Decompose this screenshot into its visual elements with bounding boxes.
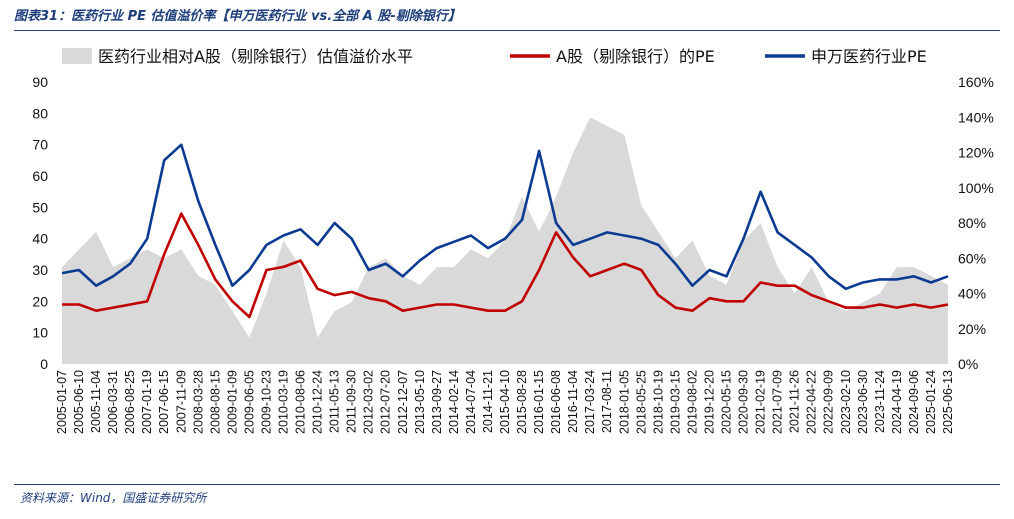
x-tick-label: 2023-11-24	[873, 370, 887, 433]
x-tick-label: 2015-08-28	[515, 370, 529, 434]
x-tick-label: 2016-11-04	[566, 370, 580, 433]
x-tick-label: 2009-10-23	[259, 370, 273, 434]
x-tick-label: 2011-05-13	[328, 370, 342, 433]
right-tick-label: 140%	[958, 109, 994, 125]
x-tick-label: 2010-08-06	[294, 370, 308, 434]
figure-title: 图表31：医药行业 PE 估值溢价率【申万医药行业 vs.全部 A 股-剔除银行…	[14, 9, 461, 24]
x-tick-label: 2019-03-15	[668, 370, 682, 434]
x-tick-label: 2021-07-09	[771, 370, 785, 434]
figure-source: 资料来源：Wind，国盛证券研究所	[20, 491, 207, 505]
x-tick-label: 2023-02-10	[839, 370, 853, 434]
x-tick-label: 2018-01-05	[617, 370, 631, 434]
x-tick-label: 2022-09-09	[822, 370, 836, 434]
x-tick-label: 2010-03-19	[277, 370, 291, 434]
source-rule	[14, 484, 1000, 485]
x-tick-label: 2020-05-15	[720, 370, 734, 434]
x-tick-label: 2024-04-19	[890, 370, 904, 434]
right-tick-label: 80%	[958, 215, 986, 231]
x-tick-label: 2018-10-19	[651, 370, 665, 434]
x-tick-label: 2020-09-30	[737, 370, 751, 434]
left-axis-ticks: 0 10 20 30 40 50 60 70 80 90	[32, 74, 48, 372]
x-tick-label: 2022-04-22	[805, 370, 819, 434]
x-tick-label: 2012-03-02	[362, 370, 376, 434]
legend-label: 申万医药行业PE	[811, 47, 927, 66]
left-tick-label: 0	[40, 356, 48, 372]
right-tick-label: 100%	[958, 180, 994, 196]
x-tick-label: 2014-02-14	[447, 370, 461, 434]
x-tick-label: 2016-06-08	[549, 370, 563, 434]
x-tick-label: 2012-07-20	[379, 370, 393, 434]
left-tick-label: 90	[32, 74, 48, 90]
x-tick-label: 2009-01-09	[225, 370, 239, 434]
legend: 医药行业相对A股（剔除银行）估值溢价水平 A股（剔除银行）的PE 申万医药行业PE	[62, 47, 927, 66]
left-tick-label: 30	[32, 262, 48, 278]
x-tick-label: 2014-11-21	[481, 370, 495, 433]
left-tick-label: 40	[32, 231, 48, 247]
x-axis-ticks: 2005-01-07 2005-06-10 2005-11-04 2006-03-31…	[55, 370, 955, 434]
right-tick-label: 120%	[958, 145, 994, 161]
x-tick-label: 2007-11-09	[174, 370, 188, 433]
x-tick-label: 2025-01-24	[924, 370, 938, 434]
x-tick-label: 2010-12-24	[311, 370, 325, 434]
x-tick-label: 2023-06-30	[856, 370, 870, 434]
x-tick-label: 2019-08-02	[685, 370, 699, 434]
x-tick-label: 2005-01-07	[55, 370, 69, 434]
left-tick-label: 80	[32, 105, 48, 121]
x-tick-label: 2011-09-30	[345, 370, 359, 433]
chart: 医药行业相对A股（剔除银行）估值溢价水平 A股（剔除银行）的PE 申万医药行业PE …	[32, 47, 994, 434]
x-tick-label: 2021-11-26	[788, 370, 802, 433]
right-tick-label: 60%	[958, 250, 986, 266]
x-tick-label: 2005-06-10	[72, 370, 86, 434]
title-rule	[14, 30, 1000, 31]
left-tick-label: 60	[32, 168, 48, 184]
legend-label: A股（剔除银行）的PE	[556, 47, 715, 66]
x-tick-label: 2013-05-10	[413, 370, 427, 434]
x-tick-label: 2008-03-28	[191, 370, 205, 434]
x-tick-label: 2006-08-25	[123, 370, 137, 434]
x-tick-label: 2017-08-11	[600, 370, 614, 433]
x-tick-label: 2018-05-25	[634, 370, 648, 434]
x-tick-label: 2007-06-15	[157, 370, 171, 434]
x-tick-label: 2016-01-15	[532, 370, 546, 434]
x-tick-label: 2012-12-07	[396, 370, 410, 434]
x-tick-label: 2006-03-31	[106, 370, 120, 434]
left-tick-label: 20	[32, 293, 48, 309]
series-line-1	[62, 212, 949, 319]
x-tick-label: 2005-11-04	[89, 370, 103, 433]
left-tick-label: 70	[32, 137, 48, 153]
legend-swatch-area	[62, 48, 92, 64]
left-tick-label: 10	[32, 325, 48, 341]
x-tick-label: 2014-07-04	[464, 370, 478, 434]
x-tick-label: 2017-03-24	[583, 370, 597, 434]
left-tick-label: 50	[32, 199, 48, 215]
right-axis-ticks: 0% 20% 40% 60% 80% 100% 120% 140% 160%	[958, 74, 994, 372]
x-tick-label: 2009-06-05	[242, 370, 256, 434]
x-tick-label: 2013-09-27	[430, 370, 444, 434]
x-tick-label: 2008-08-15	[208, 370, 222, 434]
x-tick-label: 2019-12-20	[702, 370, 716, 434]
x-tick-label: 2007-01-19	[140, 370, 154, 434]
right-tick-label: 0%	[958, 356, 978, 372]
right-tick-label: 40%	[958, 286, 986, 302]
x-tick-label: 2015-04-10	[498, 370, 512, 434]
x-tick-label: 2024-09-06	[907, 370, 921, 434]
x-tick-label: 2021-02-19	[754, 370, 768, 434]
right-tick-label: 20%	[958, 321, 986, 337]
plot-area	[61, 117, 949, 364]
right-tick-label: 160%	[958, 74, 994, 90]
series-line-2	[61, 143, 949, 291]
x-tick-label: 2025-06-13	[941, 370, 955, 434]
legend-label: 医药行业相对A股（剔除银行）估值溢价水平	[98, 47, 413, 66]
